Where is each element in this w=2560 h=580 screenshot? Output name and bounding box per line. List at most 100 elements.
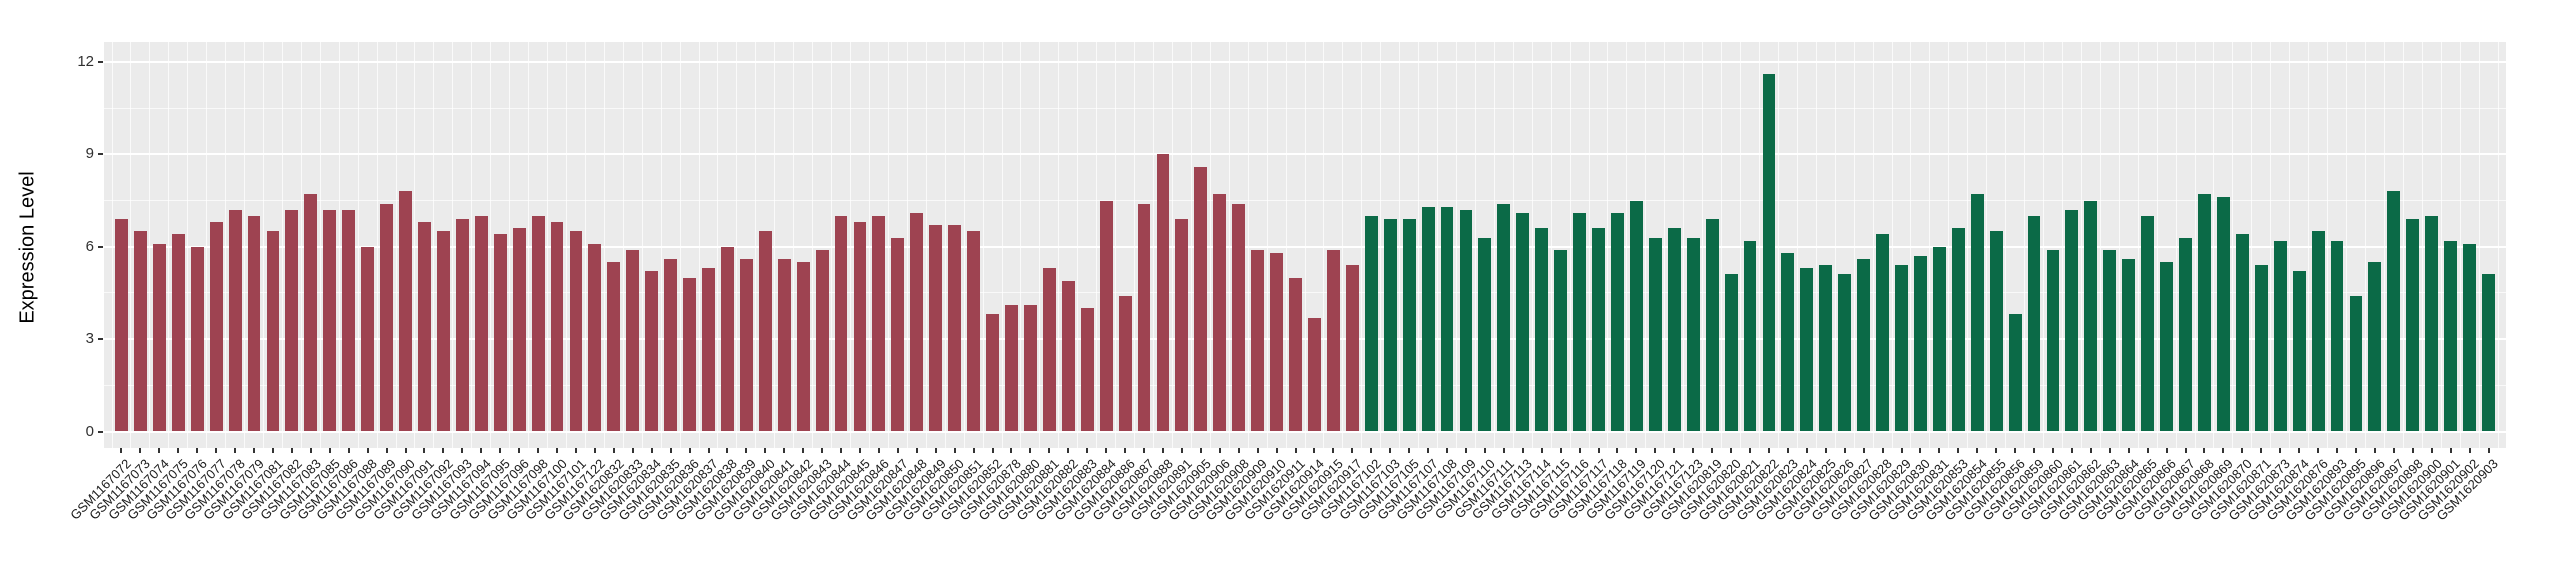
bar-GSM1620905 [1194,166,1208,432]
bar-GSM1620819 [1705,219,1719,432]
gridline-vertical [925,42,927,448]
x-tick-mark [1521,448,1524,453]
x-tick-mark [1370,448,1373,453]
gridline-vertical [1777,42,1779,448]
gridline-vertical [1342,42,1344,448]
x-tick-mark [1332,448,1335,453]
bar-GSM1167086 [342,209,356,432]
bar-GSM1620820 [1724,274,1738,432]
gridline-vertical [1474,42,1476,448]
bar-GSM1620865 [2141,215,2155,432]
gridline-vertical [831,42,833,448]
x-tick-mark [2411,448,2414,453]
x-tick-mark [1048,448,1051,453]
gridline-vertical [206,42,208,448]
bar-GSM1167098 [531,215,545,432]
bar-GSM1167121 [1667,228,1681,432]
gridline-vertical [2364,42,2366,448]
gridline-vertical [2175,42,2177,448]
x-tick-mark [1086,448,1089,453]
bar-GSM1620874 [2292,271,2306,432]
bar-GSM1620909 [1251,249,1265,432]
x-tick-mark [1389,448,1392,453]
bar-GSM1167096 [512,228,526,432]
bar-GSM1620839 [739,259,753,432]
bar-GSM1620864 [2122,259,2136,432]
x-tick-mark [1237,448,1240,453]
x-tick-mark [253,448,256,453]
gridline-vertical [812,42,814,448]
bar-GSM1620841 [777,259,791,432]
gridline-vertical [1493,42,1495,448]
gridline-vertical [2289,42,2291,448]
gridline-vertical [622,42,624,448]
bar-GSM1620826 [1838,274,1852,432]
bar-GSM1620868 [2198,194,2211,432]
bar-GSM1620897 [2387,191,2401,432]
gridline-vertical [1929,42,1931,448]
gridline-vertical [944,42,946,448]
x-tick-mark [2373,448,2376,453]
x-tick-mark [1218,448,1221,453]
gridline-vertical [357,42,359,448]
x-tick-mark [1161,448,1164,453]
gridline-vertical [1588,42,1590,448]
gridline-vertical [1512,42,1514,448]
gridline-vertical [433,42,435,448]
gridline-vertical [2308,42,2310,448]
x-tick-mark [1616,448,1619,453]
gridline-vertical [1645,42,1647,448]
gridline-vertical [244,42,246,448]
x-tick-mark [1673,448,1676,453]
x-tick-mark [177,448,180,453]
gridline-vertical [225,42,227,448]
gridline-vertical [2118,42,2120,448]
bar-GSM1620844 [834,215,848,432]
bar-GSM1620848 [910,212,924,432]
x-tick-mark [2184,448,2187,453]
gridline-vertical [1058,42,1060,448]
gridline-vertical [1304,42,1306,448]
gridline-vertical [2497,42,2499,448]
bar-GSM1167113 [1516,212,1530,432]
gridline-vertical [1171,42,1173,448]
x-tick-mark [915,448,918,453]
bar-GSM1620871 [2254,265,2268,432]
bar-GSM1620896 [2368,262,2382,432]
gridline-vertical [2156,42,2158,448]
bar-GSM1620825 [1819,265,1833,432]
x-tick-mark [1881,448,1884,453]
gridline-vertical [2024,42,2026,448]
x-tick-mark [2203,448,2206,453]
bar-GSM1620914 [1308,317,1321,432]
x-tick-mark [1143,448,1146,453]
x-tick-mark [612,448,615,453]
bar-GSM1620834 [645,271,659,432]
bar-GSM1620853 [1951,228,1965,432]
gridline-vertical [1853,42,1855,448]
bar-GSM1620838 [720,246,734,432]
gridline-vertical [1020,42,1022,448]
bar-GSM1167089 [380,203,394,432]
x-tick-mark [158,448,161,453]
bar-GSM1167092 [436,231,450,432]
x-tick-mark [631,448,634,453]
bar-GSM1620895 [2349,296,2363,432]
x-tick-mark [1843,448,1846,453]
x-tick-mark [234,448,237,453]
gridline-vertical [300,42,302,448]
x-tick-mark [1010,448,1013,453]
gridline-vertical [1531,42,1533,448]
gridline-vertical [1967,42,1969,448]
x-tick-mark [593,448,596,453]
x-tick-mark [1919,448,1922,453]
bar-GSM1167094 [474,215,488,432]
x-tick-mark [2260,448,2263,453]
gridline-vertical [679,42,681,448]
x-tick-mark [2033,448,2036,453]
bar-GSM1620822 [1762,74,1776,432]
gridline-vertical [1115,42,1117,448]
bar-GSM1620911 [1289,277,1302,432]
gridline-vertical [850,42,852,448]
x-tick-mark [1938,448,1941,453]
